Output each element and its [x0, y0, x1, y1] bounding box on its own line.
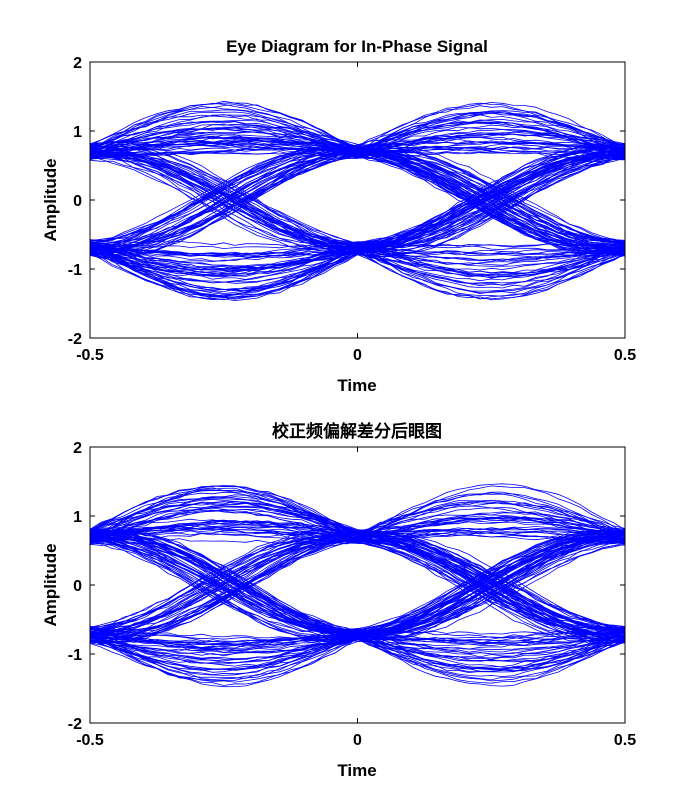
chart-title: 校正频偏解差分后眼图	[272, 421, 442, 441]
eye-trace	[90, 536, 625, 657]
y-tick-label: 2	[73, 440, 82, 457]
eye-diagram-top-panel: Eye Diagram for In-Phase Signal -0.5 0 0.5…	[41, 37, 636, 395]
axes-box	[89, 446, 626, 724]
plot-area	[89, 61, 626, 339]
eye-trace	[90, 518, 625, 637]
eye-trace	[90, 540, 625, 635]
axis-ticks: -0.5 0 0.5 -2 -1 0 1 2	[68, 440, 636, 749]
y-tick-label: -1	[68, 262, 82, 279]
plot-area	[89, 446, 626, 724]
eye-trace	[90, 501, 625, 637]
eye-trace	[90, 493, 625, 544]
eye-trace	[90, 147, 625, 278]
eye-trace	[90, 126, 625, 245]
eye-trace	[90, 155, 625, 298]
eye-trace	[90, 112, 625, 249]
y-tick-label: -1	[68, 647, 82, 664]
chart-title: Eye Diagram for In-Phase Signal	[226, 37, 488, 56]
eye-trace	[90, 535, 625, 631]
eye-trace	[90, 529, 625, 644]
y-tick-label: 1	[73, 124, 82, 141]
x-tick-label: -0.5	[76, 347, 104, 364]
x-axis-label: Time	[337, 376, 376, 395]
eye-trace	[90, 131, 625, 243]
eye-trace	[90, 152, 625, 251]
eye-trace	[90, 501, 625, 639]
y-tick-label: 1	[73, 509, 82, 526]
eye-trace	[90, 245, 625, 294]
eye-trace	[90, 631, 625, 682]
y-tick-label: -2	[68, 716, 82, 733]
x-tick-label: -0.5	[76, 732, 104, 749]
eye-trace	[90, 521, 625, 633]
eye-trace	[90, 525, 625, 641]
eye-trace	[90, 131, 625, 259]
eye-trace	[90, 541, 625, 638]
eye-trace	[90, 110, 625, 156]
y-tick-label: 0	[73, 578, 82, 595]
eye-trace	[90, 534, 625, 630]
eye-trace	[90, 112, 625, 155]
x-tick-label: 0	[353, 347, 362, 364]
eye-trace	[90, 485, 625, 545]
eye-trace	[90, 540, 625, 641]
x-tick-label: 0	[353, 732, 362, 749]
eye-trace	[90, 241, 625, 300]
eye-trace	[90, 152, 625, 292]
axes-box	[89, 61, 626, 339]
eye-trace	[90, 532, 625, 683]
eye-trace	[90, 530, 625, 669]
eye-trace	[90, 153, 625, 250]
eye-trace	[90, 147, 625, 257]
eye-trace	[90, 537, 625, 634]
axis-ticks: -0.5 0 0.5 -2 -1 0 1 2	[68, 55, 636, 364]
eye-trace	[90, 529, 625, 670]
y-axis-label: Amplitude	[41, 543, 60, 626]
eye-trace	[90, 627, 625, 652]
eye-trace	[90, 119, 625, 251]
eye-trace	[90, 249, 625, 301]
x-tick-label: 0.5	[614, 732, 636, 749]
eye-trace	[90, 133, 625, 253]
y-axis-label: Amplitude	[41, 158, 60, 241]
x-tick-label: 0.5	[614, 347, 636, 364]
y-tick-label: 2	[73, 55, 82, 72]
eye-trace	[90, 144, 625, 249]
y-tick-label: 0	[73, 193, 82, 210]
eye-trace	[90, 151, 625, 257]
x-axis-label: Time	[337, 761, 376, 780]
eye-diagram-bottom-panel: 校正频偏解差分后眼图 -0.5 0 0.5 -2 -1 0 1 2 Time Amplitud…	[41, 421, 636, 780]
eye-trace	[90, 630, 625, 662]
y-tick-label: -2	[68, 331, 82, 348]
eye-trace	[90, 534, 625, 641]
eye-trace	[90, 535, 625, 637]
eye-trace	[90, 630, 625, 665]
